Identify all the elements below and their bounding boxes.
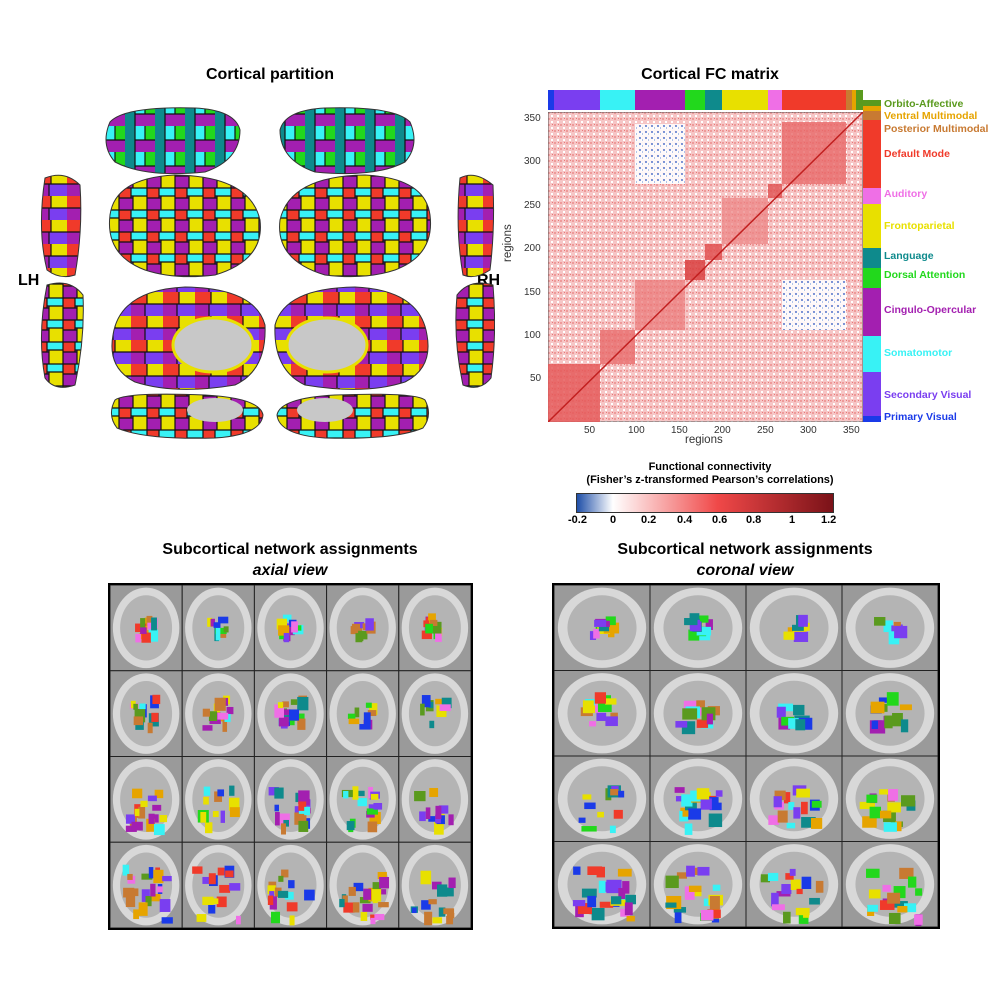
- network-label: Somatomotor: [884, 347, 953, 359]
- axial-title: Subcortical network assignments: [162, 541, 418, 558]
- network-label: Ventral Multimodal: [884, 110, 978, 122]
- rh-dorsal-view: [279, 107, 415, 175]
- lh-posterior-view: [40, 282, 84, 388]
- lh-ventral-view: [111, 393, 264, 439]
- x-tick-label: 150: [671, 425, 688, 436]
- x-tick-label: 50: [584, 425, 596, 436]
- colorbar-title-line1: Functional connectivity: [648, 461, 772, 473]
- colorbar: [576, 493, 834, 513]
- lh-lateral-view: [108, 174, 261, 278]
- x-tick-label: 300: [800, 425, 817, 436]
- x-tick-label: 200: [714, 425, 731, 436]
- colorbar-tick-label: 1: [789, 514, 796, 526]
- network-label: Posterior Multimodal: [884, 123, 989, 135]
- y-tick-label: 100: [524, 330, 541, 341]
- y-tick-label: 150: [524, 287, 541, 298]
- colorbar-tick-label: 0.2: [641, 514, 657, 526]
- coronal-title: Subcortical network assignments: [617, 541, 873, 558]
- fc-matrix-title: Cortical FC matrix: [641, 66, 779, 83]
- colorbar-tick-label: -0.2: [568, 514, 587, 526]
- y-tick-label: 50: [530, 373, 542, 384]
- y-tick-label: 300: [524, 156, 541, 167]
- fc-network-strip-right: [863, 100, 881, 422]
- network-label: Dorsal Attention: [884, 269, 966, 281]
- y-tick-label: 250: [524, 200, 541, 211]
- coronal-slice-grid: [552, 583, 940, 929]
- axial-slice-grid: [108, 583, 473, 930]
- coronal-subtitle: coronal view: [696, 562, 794, 579]
- cortical-surface-renderings: [40, 107, 495, 439]
- network-label: Cingulo-Opercular: [884, 304, 977, 316]
- network-label: Primary Visual: [884, 411, 957, 423]
- rh-lateral-view: [279, 174, 432, 278]
- colorbar-tick-label: 0: [610, 514, 617, 526]
- rh-ventral-view: [276, 393, 429, 439]
- colorbar-tick-label: 0.8: [746, 514, 762, 526]
- network-label: Default Mode: [884, 148, 950, 160]
- network-label: Orbito-Affective: [884, 98, 964, 110]
- fc-x-axis-label: regions: [685, 434, 723, 446]
- y-tick-label: 350: [524, 113, 541, 124]
- network-label: Language: [884, 250, 934, 262]
- fc-y-axis-label: regions: [502, 224, 514, 262]
- cortical-partition-title: Cortical partition: [205, 66, 334, 83]
- rh-anterior-view: [457, 174, 495, 278]
- fc-matrix-heatmap: [548, 112, 863, 422]
- x-tick-label: 250: [757, 425, 774, 436]
- fc-network-strip-top: [548, 90, 863, 110]
- lh-dorsal-view: [105, 107, 241, 175]
- colorbar-title-line2: (Fisher’s z-transformed Pearson’s correl…: [586, 474, 834, 486]
- x-tick-label: 100: [628, 425, 645, 436]
- lh-anterior-view: [40, 174, 82, 278]
- lh-label: LH: [18, 272, 40, 289]
- axial-subtitle: axial view: [252, 562, 328, 579]
- network-label: Secondary Visual: [884, 389, 972, 401]
- x-tick-label: 350: [843, 425, 860, 436]
- y-tick-label: 200: [524, 243, 541, 254]
- rh-posterior-view: [455, 282, 495, 388]
- colorbar-tick-label: 0.6: [712, 514, 728, 526]
- colorbar-tick-label: 1.2: [821, 514, 837, 526]
- network-label: Frontoparietal: [884, 220, 955, 232]
- colorbar-tick-label: 0.4: [677, 514, 693, 526]
- network-label: Auditory: [884, 188, 928, 200]
